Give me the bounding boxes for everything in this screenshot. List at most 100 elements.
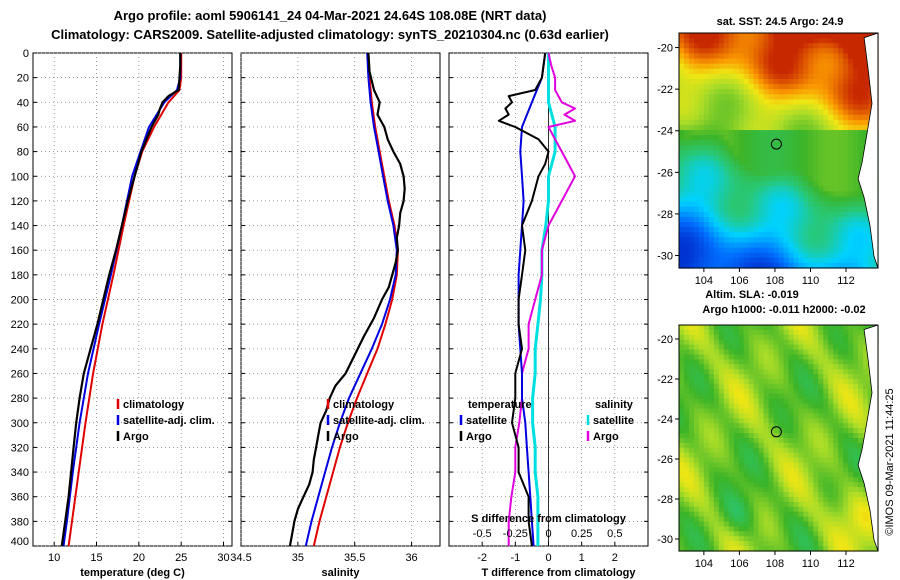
sla-map-lon-label: 112 [837, 558, 855, 570]
x-tick-label-temperature: 20 [133, 552, 145, 564]
salinity-axis-tick-label: -0.5 [473, 528, 492, 540]
sla-map-title: Altim. SLA: -0.019 [705, 289, 799, 301]
sst-map-argo-marker [770, 138, 782, 150]
legend-argo: Argo [123, 431, 149, 443]
x-tick-label-temperature: 30 [217, 552, 229, 564]
sst-map-lat-label: -26 [657, 167, 673, 179]
sla-map-lat-label: -20 [657, 334, 673, 346]
sst-map [679, 33, 879, 269]
sla-map-lon-label: 106 [730, 558, 748, 570]
depth-tick-label: 240 [11, 344, 29, 356]
salinity-argo-diff-line [507, 52, 576, 546]
sst-map-lat-label: -30 [657, 251, 673, 263]
depth-tick-label: 360 [11, 492, 29, 504]
x-tick-label-salinity: 35.5 [344, 552, 365, 564]
salinity-axis-tick-label: -0.25 [503, 528, 528, 540]
depth-tick-label: 140 [11, 221, 29, 233]
x-axis-label-temperature: temperature (deg C) [80, 567, 185, 579]
sst-map-lat-label: -22 [657, 84, 673, 96]
sst-map-frame [678, 32, 879, 269]
sla-map-lon-label: 104 [695, 558, 713, 570]
sst-map-lat-label: -28 [657, 209, 673, 221]
x-tick-label-salinity: 34.5 [230, 552, 251, 564]
sla-map-lon-label: 108 [766, 558, 784, 570]
salinity-satellite-line [304, 52, 398, 547]
sst-map-lon-label: 108 [766, 275, 784, 287]
sla-map-lat-label: -22 [657, 374, 673, 386]
x-tick-label-temperature: 25 [175, 552, 187, 564]
depth-tick-label: 260 [11, 368, 29, 380]
timestamp-label: ©IMOS 09-Mar-2021 11:44:25 [884, 388, 896, 535]
depth-tick-label: 0 [23, 48, 29, 60]
depth-tick-label: 280 [11, 393, 29, 405]
sst-map-lon-label: 112 [837, 275, 855, 287]
plot-title-line-1: Argo profile: aoml 5906141_24 04-Mar-202… [113, 8, 547, 23]
depth-tick-label: 300 [11, 418, 29, 430]
depth-tick-label: 380 [11, 516, 29, 528]
x-tick-label-difference: 1 [579, 552, 585, 564]
legend-satellite: satellite-adj. clim. [123, 415, 215, 427]
legend-temperature-title: temperature [468, 399, 532, 411]
sst-map-lon-label: 110 [802, 275, 820, 287]
legend-satellite: satellite-adj. clim. [333, 415, 425, 427]
plot-title-line-2: Climatology: CARS2009. Satellite-adjuste… [51, 27, 609, 42]
sst-map-lon-label: 104 [695, 275, 713, 287]
x-tick-label-temperature: 10 [48, 552, 60, 564]
sst-map-lon-label: 106 [730, 275, 748, 287]
salinity-axis-title: S difference from climatology [471, 513, 627, 525]
x-tick-label-difference: 0 [545, 552, 551, 564]
salinity-argo-line [288, 52, 406, 547]
salinity-climatology-line [312, 52, 399, 547]
sla-map [679, 325, 879, 552]
temperature-argo-line [60, 53, 182, 547]
depth-tick-label: 220 [11, 319, 29, 331]
depth-tick-label: 80 [17, 147, 29, 159]
depth-tick-label: 340 [11, 467, 29, 479]
sla-map-argo-marker [770, 426, 782, 438]
salinity-satellite-diff-line [531, 53, 557, 546]
depth-tick-label: 100 [11, 171, 29, 183]
legend-temperature-satellite: satellite [466, 415, 507, 427]
depth-tick-label: 40 [17, 97, 29, 109]
legend-salinity-argo: Argo [593, 431, 619, 443]
depth-tick-label: 400 [11, 536, 29, 548]
depth-tick-label: 180 [11, 270, 29, 282]
salinity-axis-tick-label: 0.25 [571, 528, 592, 540]
legend-climatology: climatology [333, 399, 395, 411]
sla-map-lat-label: -28 [657, 494, 673, 506]
x-tick-label-salinity: 35 [292, 552, 304, 564]
x-tick-label-temperature: 15 [90, 552, 102, 564]
salinity-axis-tick-label: 0 [545, 528, 551, 540]
temperature-climatology-line [67, 53, 183, 547]
argo-height-title: Argo h1000: -0.011 h2000: -0.02 [702, 304, 865, 316]
legend-salinity-satellite: satellite [593, 415, 634, 427]
legend-salinity-title: salinity [595, 399, 634, 411]
depth-tick-label: 120 [11, 196, 29, 208]
sla-map-frame [678, 324, 879, 552]
sst-map-title: sat. SST: 24.5 Argo: 24.9 [717, 16, 844, 28]
plot-frame-temperature [32, 52, 233, 547]
temperature-argo-diff-line [497, 52, 550, 547]
depth-tick-label: 160 [11, 245, 29, 257]
sla-map-lat-label: -26 [657, 454, 673, 466]
sla-map-lat-label: -24 [657, 414, 673, 426]
plot-frame-salinity [240, 52, 441, 547]
depth-tick-label: 60 [17, 122, 29, 134]
legend-argo: Argo [333, 431, 359, 443]
sla-map-lon-label: 110 [802, 558, 820, 570]
x-axis-label-salinity: salinity [322, 567, 361, 579]
x-tick-label-difference: -2 [477, 552, 487, 564]
depth-tick-label: 20 [17, 73, 29, 85]
sst-map-lat-label: -24 [657, 126, 673, 138]
sla-map-lat-label: -30 [657, 534, 673, 546]
salinity-axis-tick-label: 0.5 [607, 528, 622, 540]
depth-tick-label: 200 [11, 295, 29, 307]
legend-temperature-argo: Argo [466, 431, 492, 443]
x-tick-label-salinity: 36 [405, 552, 417, 564]
sst-map-lat-label: -20 [657, 43, 673, 55]
legend-climatology: climatology [123, 399, 185, 411]
x-tick-label-difference: -1 [510, 552, 520, 564]
depth-tick-label: 320 [11, 442, 29, 454]
x-tick-label-difference: 2 [612, 552, 618, 564]
